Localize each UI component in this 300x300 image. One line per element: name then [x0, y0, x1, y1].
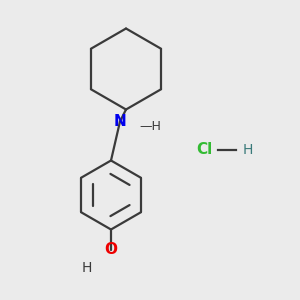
Text: O: O — [104, 242, 118, 257]
Text: H: H — [242, 143, 253, 157]
Text: —H: —H — [140, 119, 161, 133]
Text: Cl: Cl — [196, 142, 212, 158]
Text: H: H — [82, 262, 92, 275]
Text: N: N — [114, 114, 126, 129]
